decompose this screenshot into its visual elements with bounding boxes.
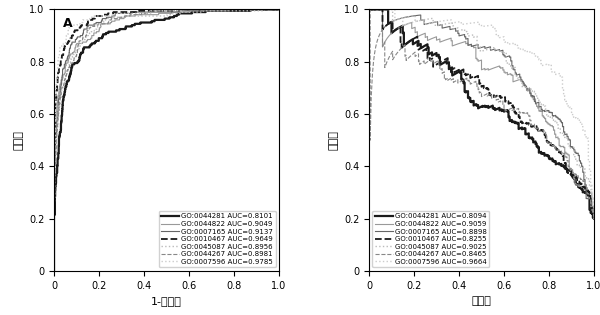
X-axis label: 1-特异性: 1-特异性 [151, 296, 182, 306]
Y-axis label: 精确度: 精确度 [328, 130, 338, 150]
Text: A: A [63, 17, 73, 30]
X-axis label: 召回率: 召回率 [472, 296, 491, 306]
Legend: GO:0044281 AUC=0.8101, GO:0044822 AUC=0.9049, GO:0007165 AUC=0.9137, GO:0010467 : GO:0044281 AUC=0.8101, GO:0044822 AUC=0.… [158, 211, 275, 267]
Y-axis label: 敏感性: 敏感性 [13, 130, 23, 150]
Legend: GO:0044281 AUC=0.8094, GO:0044822 AUC=0.9059, GO:0007165 AUC=0.8898, GO:0010467 : GO:0044281 AUC=0.8094, GO:0044822 AUC=0.… [373, 211, 490, 267]
